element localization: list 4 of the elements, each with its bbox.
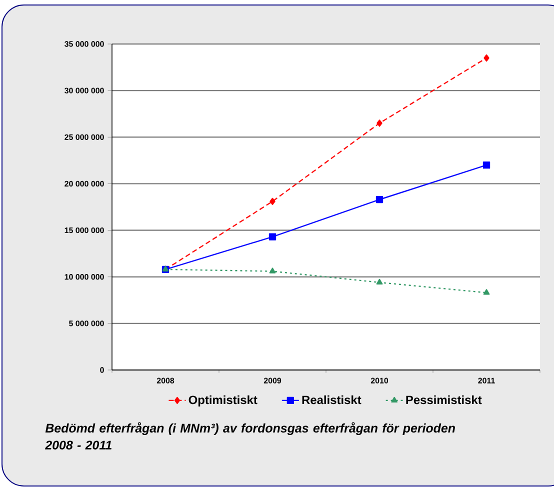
legend-label: Realistiskt — [302, 395, 362, 404]
legend-label: Optimistiskt — [188, 395, 258, 407]
legend-label: Pessimistiskt — [406, 395, 482, 404]
text: Bedömd efterfrågan (i MNm³) av fordonsgas efterfrågan för perioden 2008 - 2011 — [45, 422, 455, 450]
